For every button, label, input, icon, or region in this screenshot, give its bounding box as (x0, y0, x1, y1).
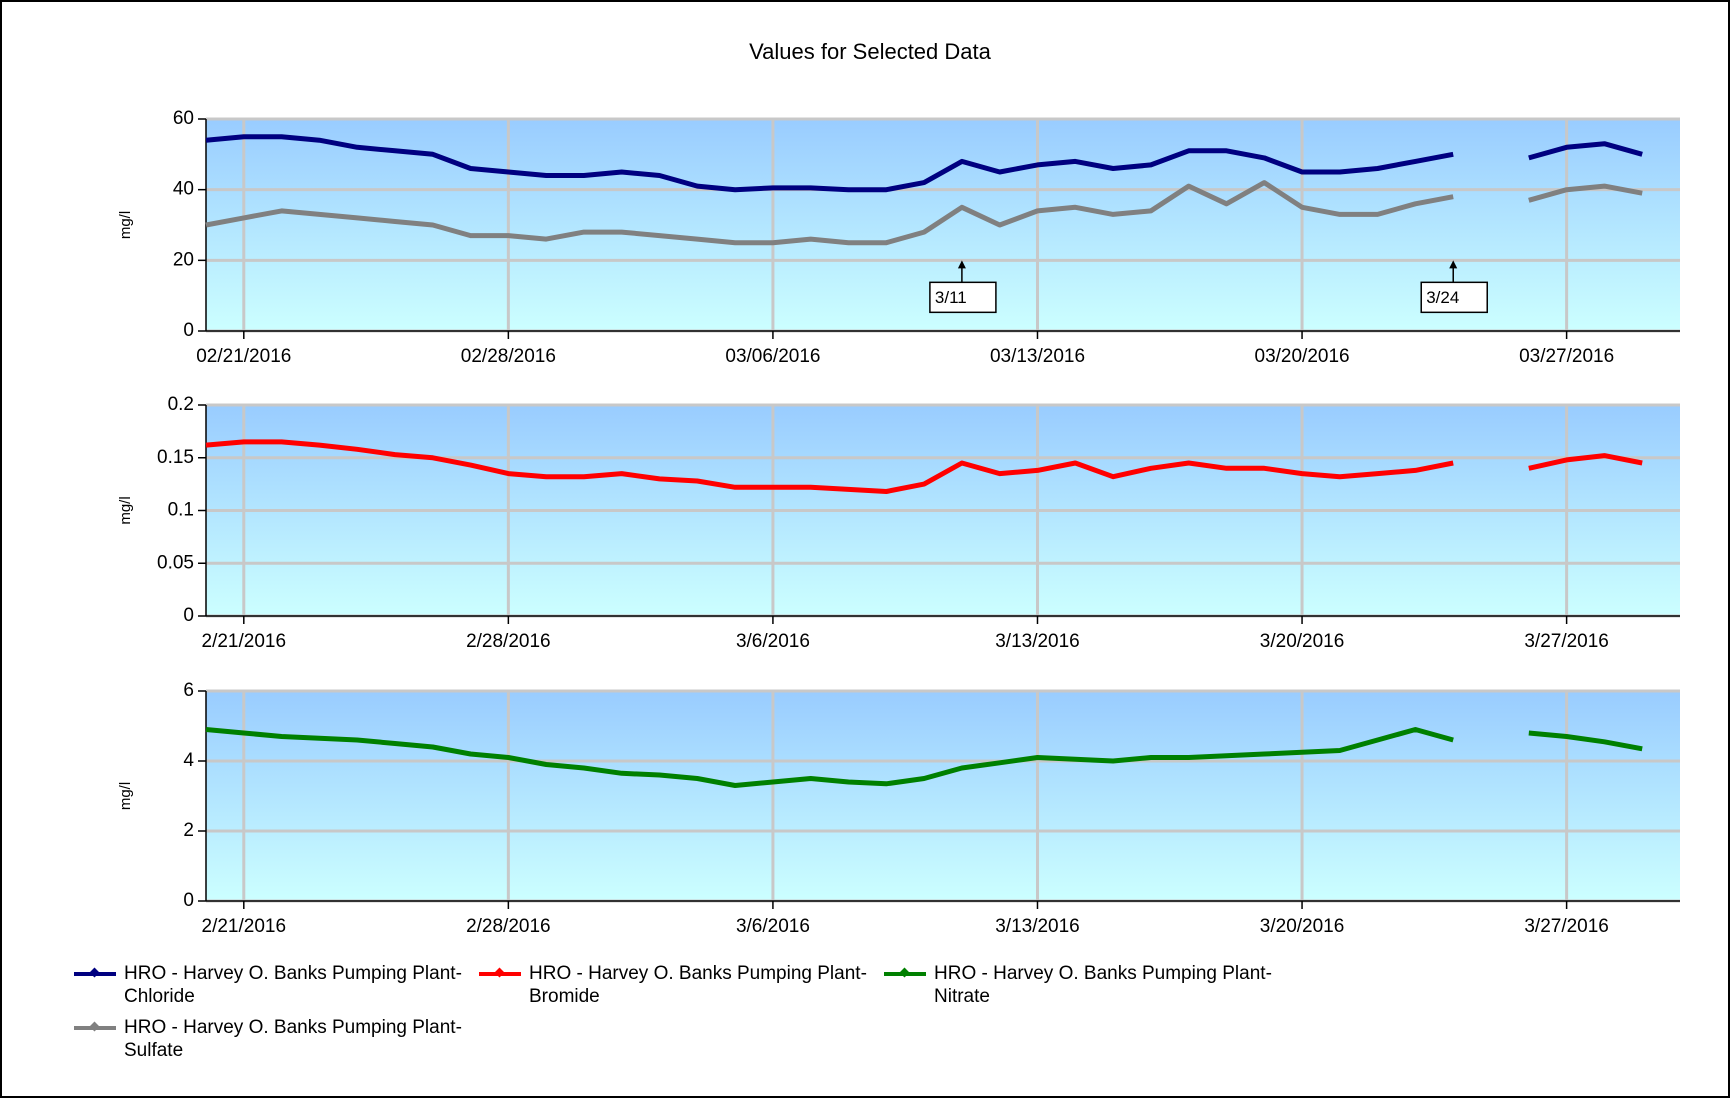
legend-swatch (74, 1026, 116, 1030)
x-tick-label: 02/21/2016 (196, 346, 291, 367)
x-tick-label: 03/06/2016 (725, 346, 820, 367)
y-tick-label: 0.1 (168, 500, 194, 521)
x-tick-label: 3/20/2016 (1260, 631, 1345, 652)
y-tick-label: 4 (183, 750, 194, 771)
y-tick-label: 0.15 (157, 447, 194, 468)
annotation-text: 3/11 (935, 288, 967, 307)
x-tick-label: 02/28/2016 (461, 346, 556, 367)
series-line (205, 439, 1643, 494)
legend-item: HRO - Harvey O. Banks Pumping Plant-Brom… (475, 962, 880, 1008)
y-axis-label: mg/l (117, 496, 134, 524)
y-tick-label: 0.2 (168, 394, 194, 415)
legend-item: HRO - Harvey O. Banks Pumping Plant-Nitr… (880, 962, 1285, 1008)
legend-swatch (884, 972, 926, 976)
x-tick-label: 2/21/2016 (202, 631, 287, 652)
series-line (205, 134, 1643, 193)
y-tick-label: 0 (183, 605, 194, 626)
series-line (205, 180, 1643, 246)
annotation-text: 3/24 (1426, 288, 1459, 307)
y-tick-label: 40 (173, 179, 194, 200)
legend-item: HRO - Harvey O. Banks Pumping Plant-Chlo… (70, 962, 475, 1008)
annotation-box (929, 281, 997, 314)
x-tick-label: 3/27/2016 (1524, 631, 1609, 652)
x-tick-label: 2/21/2016 (202, 916, 287, 937)
y-tick-label: 60 (173, 108, 194, 129)
legend-swatch (74, 972, 116, 976)
legend-label: HRO - Harvey O. Banks Pumping Plant-Nitr… (934, 963, 1272, 1007)
y-axis-label: mg/l (117, 211, 134, 239)
series-line (205, 727, 1643, 788)
x-tick-label: 3/6/2016 (736, 916, 810, 937)
y-tick-label: 0.05 (157, 552, 194, 573)
x-tick-label: 3/27/2016 (1524, 916, 1609, 937)
legend-label: HRO - Harvey O. Banks Pumping Plant-Brom… (529, 963, 867, 1007)
legend-swatch (479, 972, 521, 976)
legend-item: HRO - Harvey O. Banks Pumping Plant-Sulf… (70, 1016, 475, 1062)
x-tick-label: 03/27/2016 (1519, 346, 1614, 367)
x-tick-label: 3/13/2016 (995, 916, 1080, 937)
annotation-arrowhead (957, 260, 966, 269)
y-tick-label: 0 (183, 320, 194, 341)
plot-area (206, 691, 1680, 901)
x-tick-label: 3/13/2016 (995, 631, 1080, 652)
chart-title: Values for Selected Data (749, 39, 991, 64)
x-tick-label: 03/13/2016 (990, 346, 1085, 367)
legend: HRO - Harvey O. Banks Pumping Plant-Chlo… (70, 962, 1370, 1062)
x-tick-label: 3/20/2016 (1260, 916, 1345, 937)
y-tick-label: 20 (173, 249, 194, 270)
legend-label: HRO - Harvey O. Banks Pumping Plant-Sulf… (124, 1017, 462, 1061)
x-tick-label: 3/6/2016 (736, 631, 810, 652)
y-axis-label: mg/l (117, 782, 134, 810)
legend-label: HRO - Harvey O. Banks Pumping Plant-Chlo… (124, 963, 462, 1007)
y-tick-label: 2 (183, 820, 194, 841)
x-tick-label: 03/20/2016 (1255, 346, 1350, 367)
x-tick-label: 2/28/2016 (466, 631, 551, 652)
annotation-arrowhead (1449, 260, 1458, 269)
x-tick-label: 2/28/2016 (466, 916, 551, 937)
y-tick-label: 6 (183, 680, 194, 701)
y-tick-label: 0 (183, 890, 194, 911)
annotation-box (1420, 281, 1488, 314)
